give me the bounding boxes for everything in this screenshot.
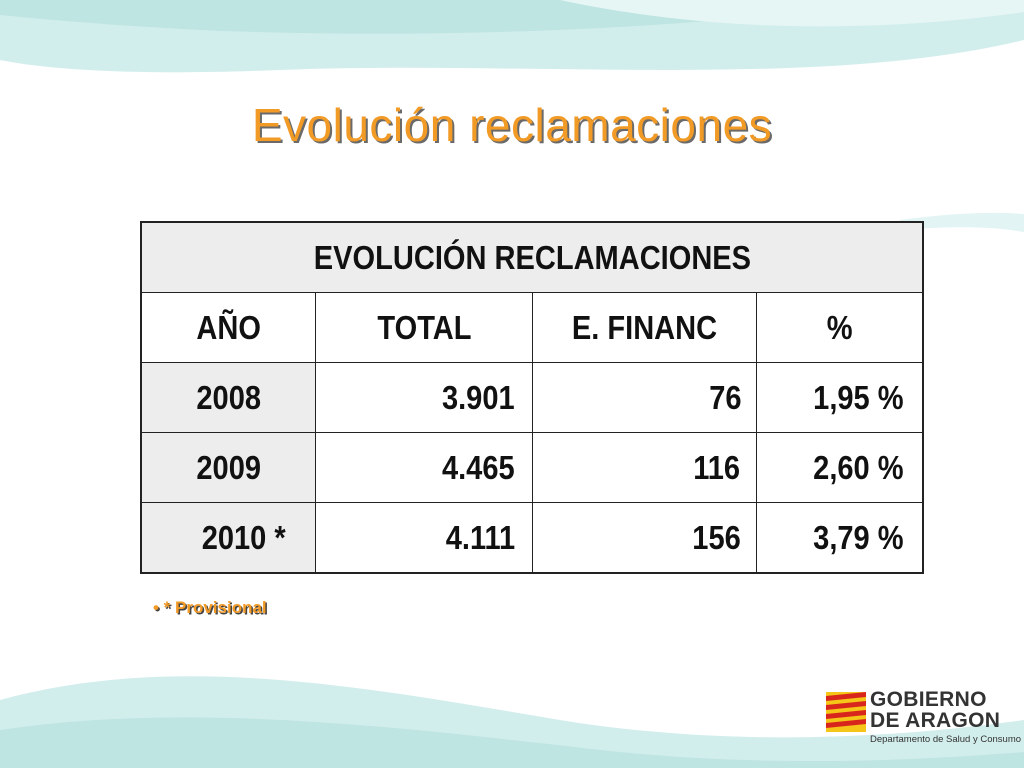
logo-subtitle: Departamento de Salud y Consumo [870,734,1022,745]
gobierno-aragon-logo: GOBIERNO DE ARAGON Departamento de Salud… [826,688,1021,750]
cell-percent: 2,60 % [755,432,924,503]
cell-e-financ: 156 [531,502,757,574]
table-row: 2008 3.901 76 1,95 % [140,362,924,433]
cell-percent: 3,79 % [755,502,924,574]
cell-year: 2008 [140,362,317,433]
table-header-row: AÑO TOTAL E. FINANC % [140,292,924,363]
header-total: TOTAL [315,292,533,363]
cell-year: 2009 [140,432,317,503]
aragon-flag-icon [826,692,866,732]
header-percent: % [755,292,924,363]
cell-e-financ: 76 [531,362,757,433]
header-e-financ: E. FINANC [531,292,757,363]
logo-line2: DE ARAGON [870,709,1001,732]
table-row: 2010 * 4.111 156 3,79 % [140,502,924,574]
provisional-note: • * Provisional [153,598,267,617]
reclamaciones-table: EVOLUCIÓN RECLAMACIONES AÑO TOTAL E. FIN… [140,221,924,574]
cell-e-financ: 116 [531,432,757,503]
table-caption: EVOLUCIÓN RECLAMACIONES [140,221,924,293]
cell-percent: 1,95 % [755,362,924,433]
table-caption-row: EVOLUCIÓN RECLAMACIONES [140,221,924,293]
table-row: 2009 4.465 116 2,60 % [140,432,924,503]
cell-total: 4.465 [315,432,533,503]
cell-year: 2010 * [140,502,317,574]
logo-line1: GOBIERNO [870,688,987,711]
header-ano: AÑO [140,292,317,363]
cell-total: 4.111 [315,502,533,574]
cell-total: 3.901 [315,362,533,433]
slide-title: Evolución reclamaciones [251,99,773,151]
